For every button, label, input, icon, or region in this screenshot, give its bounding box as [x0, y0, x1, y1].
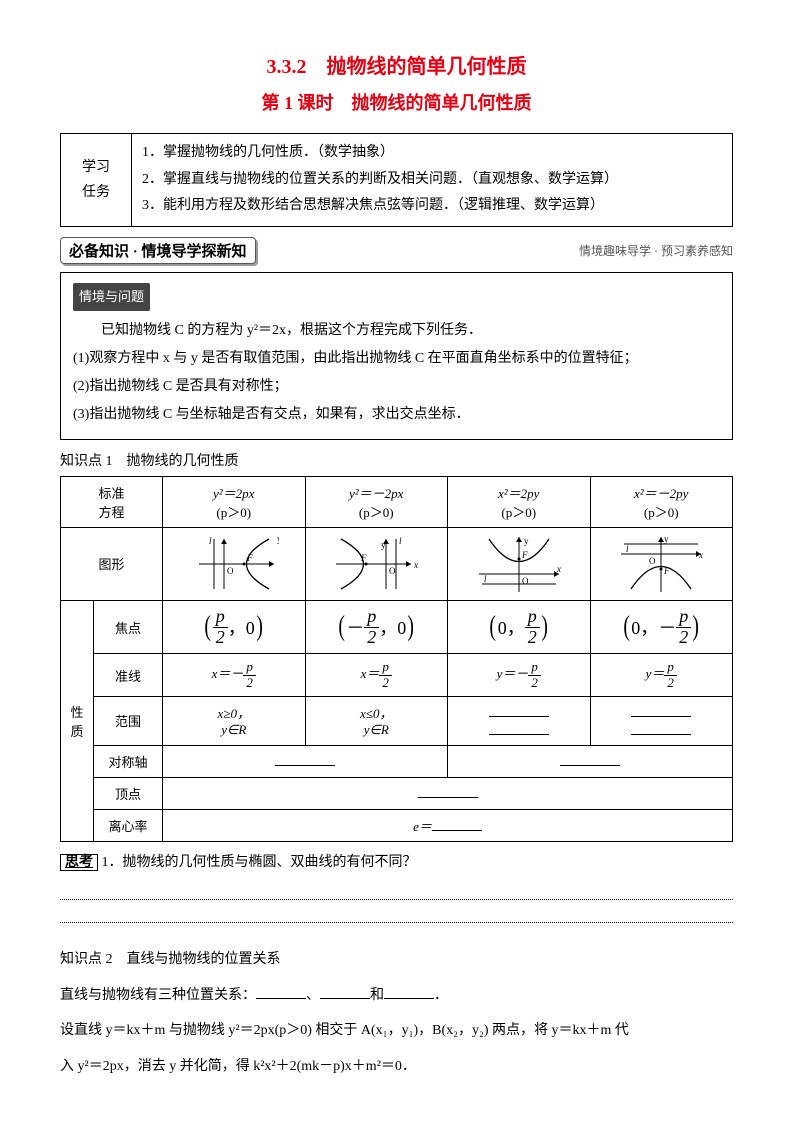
- svg-text:y: y: [277, 534, 279, 544]
- lesson-title: 第 1 课时 抛物线的简单几何性质: [60, 89, 733, 115]
- task-label: 学习 任务: [61, 134, 132, 227]
- kp2-line1: 直线与抛物线有三种位置关系：、和．: [60, 981, 733, 1010]
- svg-text:l: l: [399, 536, 402, 546]
- knowledge-point-1-title: 知识点 1 抛物线的几何性质: [60, 450, 733, 470]
- thinking-line: 思考 1．抛物线的几何性质与椭圆、双曲线的有何不同？: [60, 848, 733, 877]
- axis-blank-1: [163, 745, 448, 777]
- eq-col2: y²＝－2px(p＞0): [305, 476, 448, 527]
- row-graph-label: 图形: [61, 527, 163, 600]
- svg-text:x: x: [556, 564, 561, 574]
- range-2: x≤0，y∈R: [305, 696, 448, 745]
- task-item-1: 1．掌握抛物线的几何性质．（数学抽象）: [142, 140, 722, 167]
- vertex-blank: [163, 777, 733, 809]
- focus-1: (p2，0): [163, 600, 306, 654]
- range-1: x≥0，y∈R: [163, 696, 306, 745]
- svg-text:y: y: [524, 536, 529, 546]
- eq-col1: y²＝2px(p＞0): [163, 476, 306, 527]
- svg-text:F: F: [360, 553, 367, 563]
- axis-blank-2: [448, 745, 733, 777]
- svg-text:F: F: [521, 550, 528, 560]
- svg-text:x: x: [413, 560, 418, 570]
- directrix-3: y＝－p2: [448, 654, 591, 697]
- blank-relation-3: [384, 984, 434, 999]
- focus-4: (0，－p2): [590, 600, 733, 654]
- svg-text:l: l: [484, 574, 487, 584]
- situation-intro: 已知抛物线 C 的方程为 y²＝2x，根据这个方程完成下列任务．: [73, 317, 720, 345]
- properties-table: 标准 方程 y²＝2px(p＞0) y²＝－2px(p＞0) x²＝2py(p＞…: [60, 476, 733, 842]
- learning-task-box: 学习 任务 1．掌握抛物线的几何性质．（数学抽象） 2．掌握直线与抛物线的位置关…: [60, 133, 733, 227]
- svg-text:x: x: [698, 550, 703, 560]
- svg-text:F: F: [246, 553, 253, 563]
- kp2-line3: 入 y²＝2px，消去 y 并化简，得 k²x²＋2(mk－p)x＋m²＝0．: [60, 1052, 733, 1081]
- focus-label: 焦点: [94, 600, 163, 654]
- situation-box: 情境与问题 已知抛物线 C 的方程为 y²＝2x，根据这个方程完成下列任务． (…: [60, 272, 733, 440]
- svg-text:O: O: [522, 576, 529, 586]
- svg-text:y: y: [664, 534, 669, 544]
- graph-left: y O F l x: [305, 527, 448, 600]
- parabola-down-icon: y O F l x: [616, 534, 706, 594]
- thinking-label: 思考: [60, 854, 98, 871]
- task-item-2: 2．掌握直线与抛物线的位置关系的判断及相关问题．（直观想象、数学运算）: [142, 167, 722, 194]
- range-4-blank: [590, 696, 733, 745]
- band-right: 情境趣味导学 · 预习素养感知: [579, 242, 733, 259]
- svg-text:y: y: [381, 540, 386, 550]
- range-3-blank: [448, 696, 591, 745]
- band-left: 必备知识 · 情境导学探新知: [60, 237, 256, 264]
- graph-right: y O F l: [163, 527, 306, 600]
- svg-text:O: O: [227, 566, 234, 576]
- eq-col3: x²＝2py(p＞0): [448, 476, 591, 527]
- answer-line-1: [60, 899, 733, 900]
- svg-text:O: O: [649, 556, 656, 566]
- directrix-2: x＝p2: [305, 654, 448, 697]
- property-side-label: 性 质: [61, 600, 94, 841]
- directrix-label: 准线: [94, 654, 163, 697]
- svg-text:O: O: [389, 566, 396, 576]
- blank-relation-1: [256, 984, 306, 999]
- focus-2: (－p2，0): [305, 600, 448, 654]
- directrix-4: y＝p2: [590, 654, 733, 697]
- situation-q3: (3)指出抛物线 C 与坐标轴是否有交点，如果有，求出交点坐标．: [73, 401, 720, 429]
- eccentricity-value: e＝: [163, 809, 733, 841]
- kp2-line2: 设直线 y＝kx＋m 与抛物线 y²＝2px(p＞0) 相交于 A(x₁，y₁)…: [60, 1016, 733, 1045]
- range-label: 范围: [94, 696, 163, 745]
- situation-q1: (1)观察方程中 x 与 y 是否有取值范围，由此指出抛物线 C 在平面直角坐标…: [73, 345, 720, 373]
- graph-up: y O F l x: [448, 527, 591, 600]
- section-number-title: 3.3.2 抛物线的简单几何性质: [60, 50, 733, 79]
- graph-down: y O F l x: [590, 527, 733, 600]
- blank-relation-2: [320, 984, 370, 999]
- eccentricity-label: 离心率: [94, 809, 163, 841]
- parabola-up-icon: y O F l x: [474, 534, 564, 594]
- situation-label: 情境与问题: [73, 283, 150, 311]
- eq-col4: x²＝－2py(p＞0): [590, 476, 733, 527]
- task-items: 1．掌握抛物线的几何性质．（数学抽象） 2．掌握直线与抛物线的位置关系的判断及相…: [132, 134, 733, 227]
- task-item-3: 3．能利用方程及数形结合思想解决焦点弦等问题．（逻辑推理、数学运算）: [142, 193, 722, 220]
- directrix-1: x＝－p2: [163, 654, 306, 697]
- knowledge-point-2-title: 知识点 2 直线与抛物线的位置关系: [60, 945, 733, 974]
- thinking-question: 1．抛物线的几何性质与椭圆、双曲线的有何不同？: [102, 855, 417, 870]
- situation-q2: (2)指出抛物线 C 是否具有对称性；: [73, 373, 720, 401]
- axis-label: 对称轴: [94, 745, 163, 777]
- svg-text:l: l: [626, 544, 629, 554]
- parabola-right-icon: y O F l: [189, 534, 279, 594]
- svg-text:F: F: [663, 566, 670, 576]
- row-eq-label: 标准 方程: [61, 476, 163, 527]
- focus-3: (0，p2): [448, 600, 591, 654]
- parabola-left-icon: y O F l x: [331, 534, 421, 594]
- answer-line-2: [60, 922, 733, 923]
- svg-text:l: l: [209, 536, 212, 546]
- section-band: 必备知识 · 情境导学探新知 情境趣味导学 · 预习素养感知: [60, 237, 733, 264]
- vertex-label: 顶点: [94, 777, 163, 809]
